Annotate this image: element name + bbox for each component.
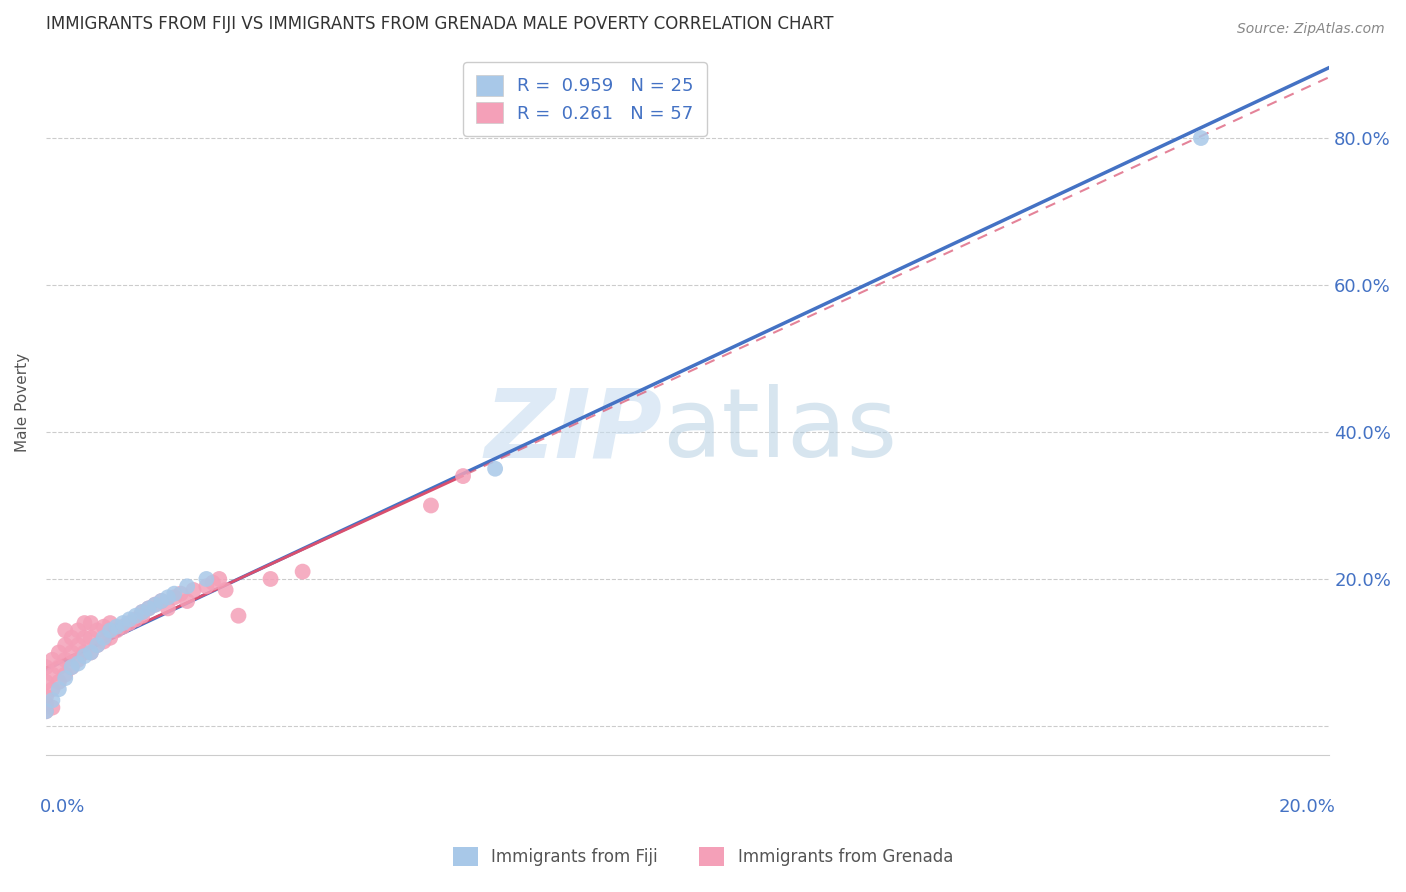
Point xyxy=(131,605,153,619)
Point xyxy=(451,469,474,483)
Point xyxy=(118,616,141,631)
Point xyxy=(291,565,314,579)
Point xyxy=(150,594,173,608)
Point xyxy=(1189,131,1212,145)
Point xyxy=(73,649,96,664)
Point xyxy=(67,638,90,652)
Point xyxy=(131,608,153,623)
Text: IMMIGRANTS FROM FIJI VS IMMIGRANTS FROM GRENADA MALE POVERTY CORRELATION CHART: IMMIGRANTS FROM FIJI VS IMMIGRANTS FROM … xyxy=(46,15,834,33)
Point xyxy=(259,572,281,586)
Point xyxy=(53,624,76,638)
Point xyxy=(48,660,70,674)
Point xyxy=(163,587,186,601)
Point xyxy=(156,601,179,615)
Point xyxy=(138,601,160,615)
Point xyxy=(41,700,63,714)
Text: 20.0%: 20.0% xyxy=(1279,797,1336,815)
Point xyxy=(93,620,115,634)
Point xyxy=(201,575,224,590)
Point xyxy=(80,631,103,645)
Point xyxy=(176,579,198,593)
Point xyxy=(163,591,186,605)
Point xyxy=(118,612,141,626)
Point xyxy=(105,624,128,638)
Point xyxy=(53,653,76,667)
Point xyxy=(80,616,103,631)
Point xyxy=(98,631,121,645)
Point xyxy=(53,638,76,652)
Point xyxy=(80,645,103,659)
Point xyxy=(41,682,63,697)
Point xyxy=(35,704,58,718)
Point xyxy=(53,667,76,681)
Point xyxy=(111,620,134,634)
Point xyxy=(73,616,96,631)
Point xyxy=(143,598,166,612)
Point xyxy=(86,624,108,638)
Point xyxy=(35,690,58,704)
Text: 0.0%: 0.0% xyxy=(39,797,84,815)
Point xyxy=(35,697,58,711)
Point xyxy=(41,653,63,667)
Text: Source: ZipAtlas.com: Source: ZipAtlas.com xyxy=(1237,22,1385,37)
Point xyxy=(170,587,193,601)
Point xyxy=(73,645,96,659)
Text: ZIP: ZIP xyxy=(484,384,662,477)
Point xyxy=(48,682,70,697)
Point xyxy=(125,612,148,626)
Point xyxy=(67,624,90,638)
Point xyxy=(98,624,121,638)
Point xyxy=(41,667,63,681)
Point xyxy=(41,693,63,707)
Point xyxy=(60,631,83,645)
Point xyxy=(80,645,103,659)
Point xyxy=(195,579,218,593)
Point xyxy=(67,653,90,667)
Point xyxy=(111,616,134,631)
Point xyxy=(60,660,83,674)
Point xyxy=(35,704,58,718)
Point xyxy=(53,671,76,685)
Point xyxy=(420,499,443,513)
Point xyxy=(98,616,121,631)
Point xyxy=(48,674,70,689)
Y-axis label: Male Poverty: Male Poverty xyxy=(15,353,30,452)
Point xyxy=(35,660,58,674)
Point xyxy=(156,591,179,605)
Point xyxy=(67,657,90,671)
Legend: Immigrants from Fiji, Immigrants from Grenada: Immigrants from Fiji, Immigrants from Gr… xyxy=(444,838,962,875)
Point xyxy=(93,634,115,648)
Point xyxy=(150,594,173,608)
Point xyxy=(86,638,108,652)
Point xyxy=(93,631,115,645)
Point xyxy=(195,572,218,586)
Point xyxy=(208,572,231,586)
Point xyxy=(484,461,506,475)
Point xyxy=(60,645,83,659)
Point xyxy=(35,674,58,689)
Point xyxy=(60,660,83,674)
Point xyxy=(138,601,160,615)
Point xyxy=(143,598,166,612)
Text: atlas: atlas xyxy=(662,384,897,477)
Point xyxy=(86,638,108,652)
Point xyxy=(131,605,153,619)
Legend: R =  0.959   N = 25, R =  0.261   N = 57: R = 0.959 N = 25, R = 0.261 N = 57 xyxy=(464,62,707,136)
Point xyxy=(105,620,128,634)
Point xyxy=(183,582,205,597)
Point xyxy=(176,594,198,608)
Point xyxy=(125,608,148,623)
Point xyxy=(228,608,250,623)
Point xyxy=(48,645,70,659)
Point xyxy=(214,582,236,597)
Point xyxy=(73,631,96,645)
